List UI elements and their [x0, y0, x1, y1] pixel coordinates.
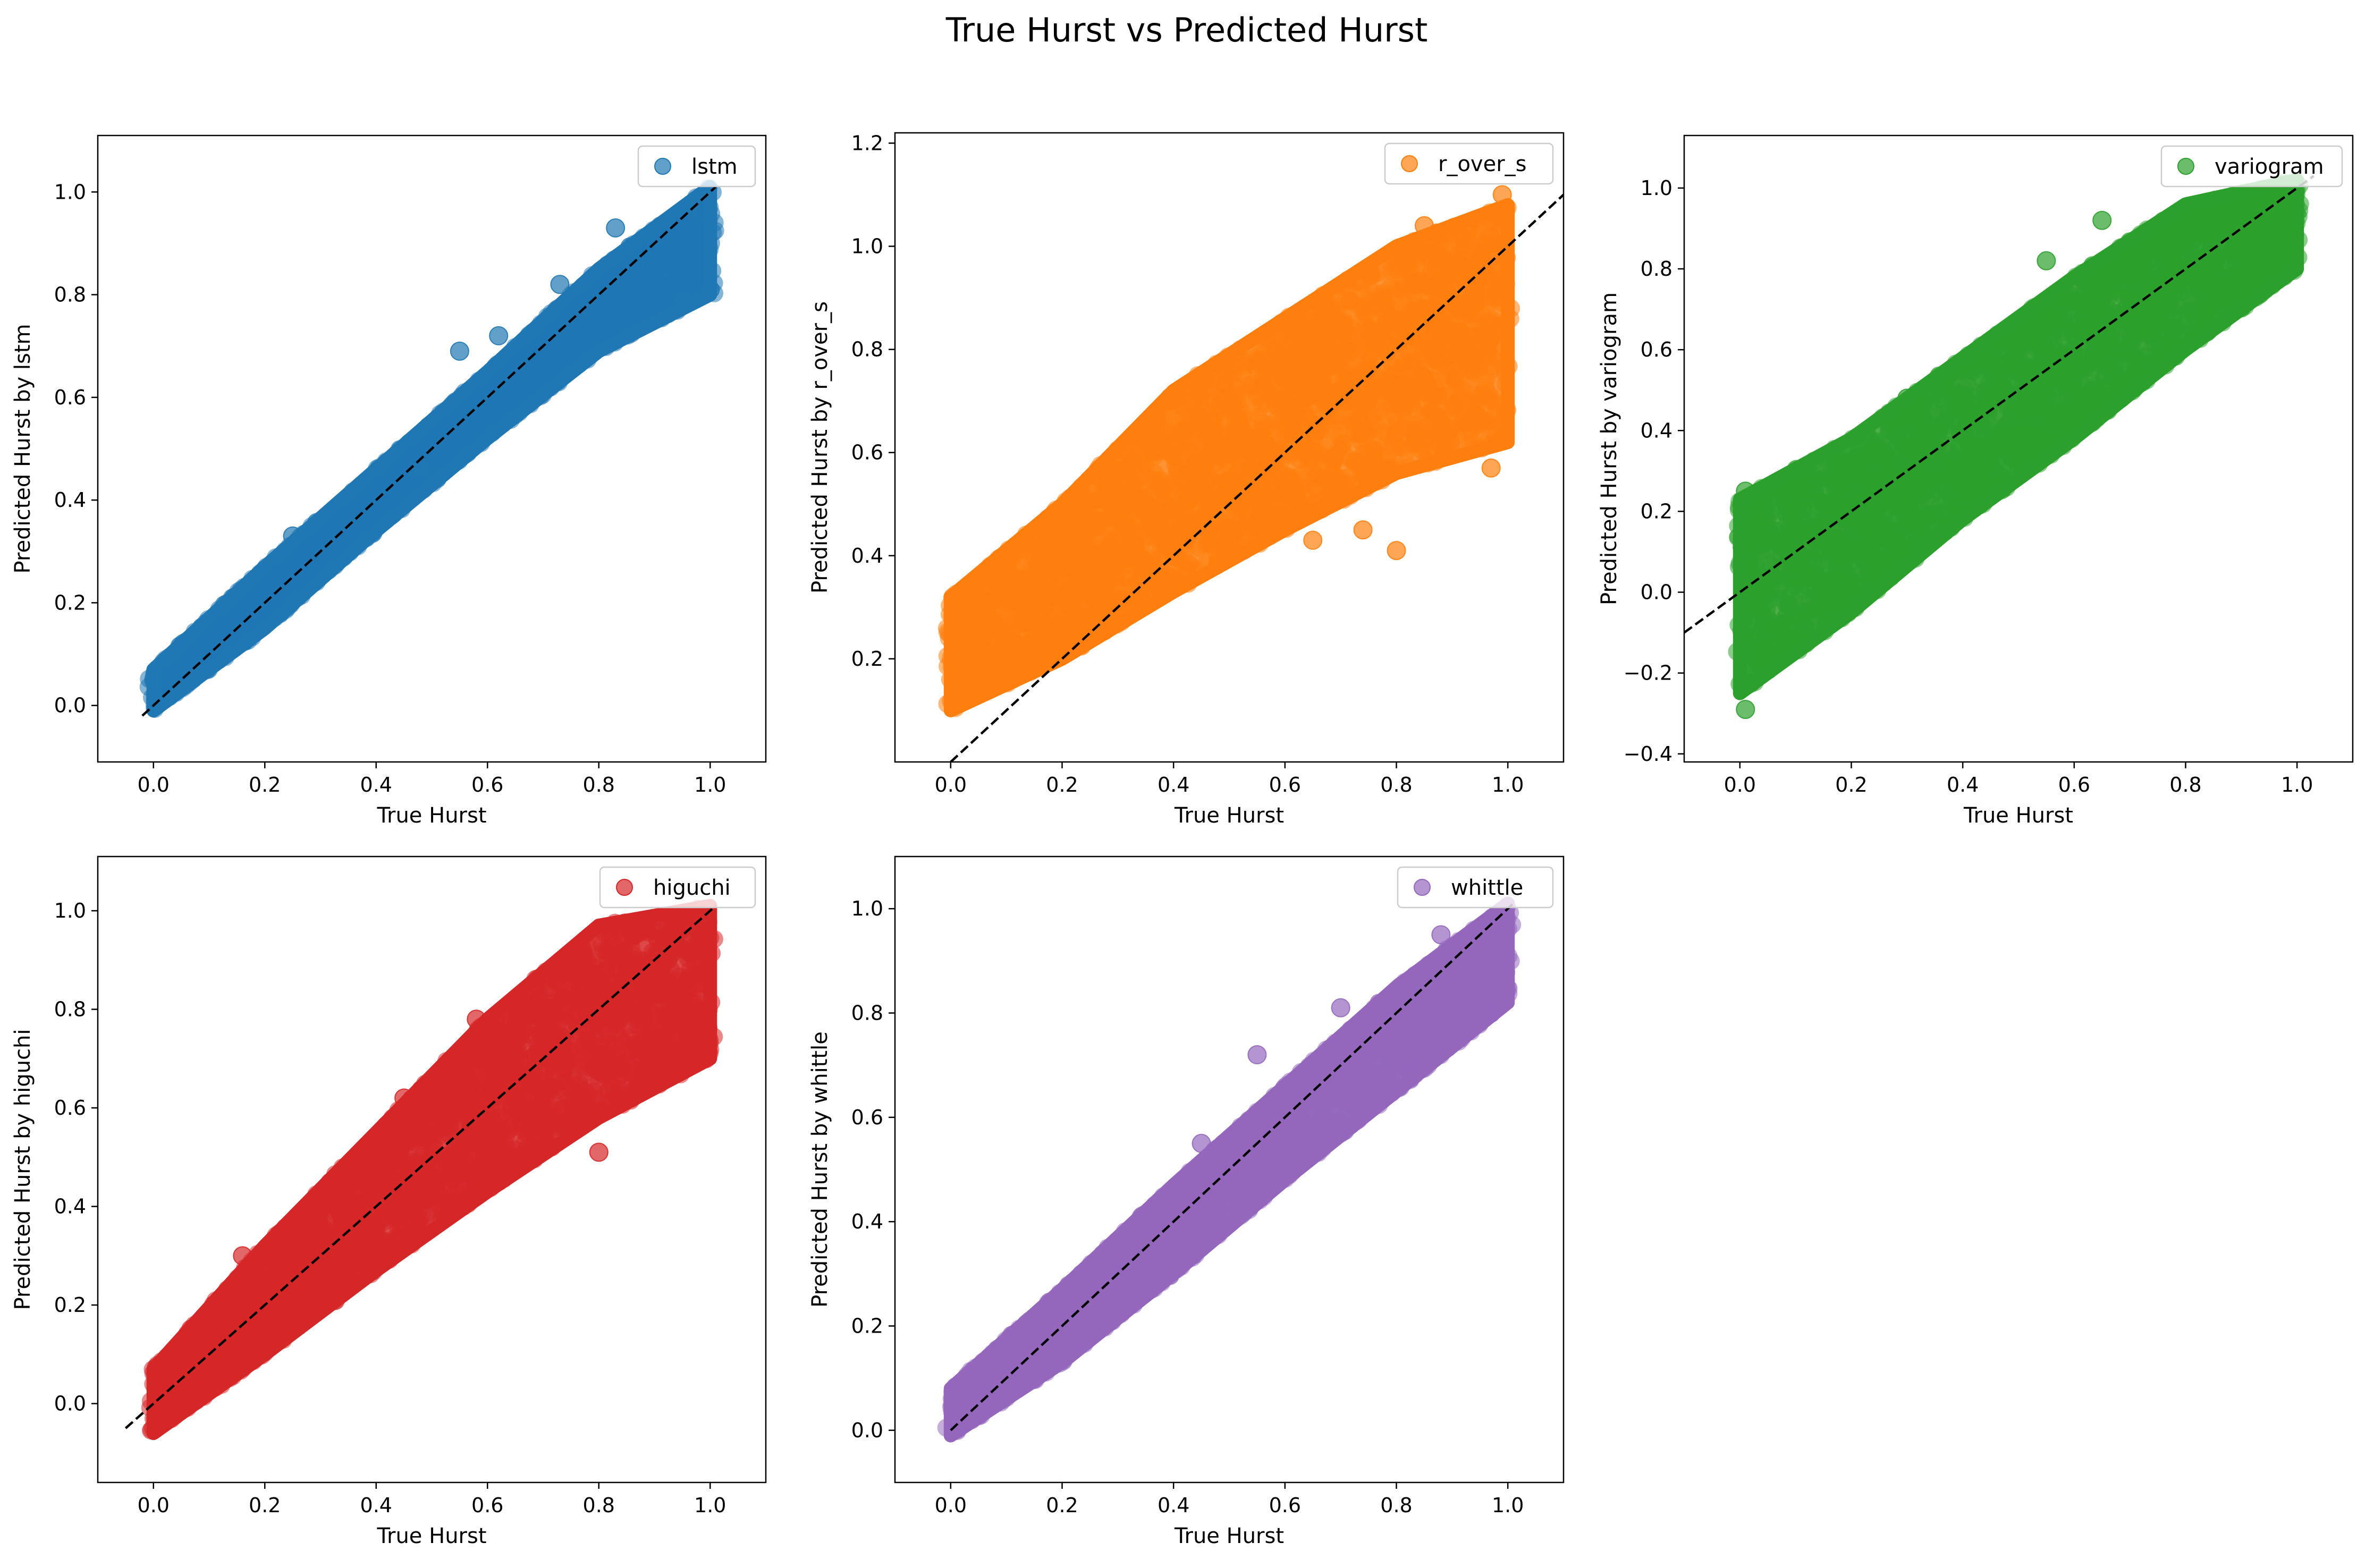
legend-box — [637, 145, 756, 188]
x-tick-label: 0.2 — [249, 773, 281, 796]
x-tick-label: 0.0 — [138, 773, 170, 796]
y-tick-label: 0.4 — [54, 488, 86, 512]
outlier-points-lstm — [283, 218, 720, 546]
x-tick-label: 1.0 — [694, 773, 726, 796]
outlier-point — [606, 218, 626, 238]
outlier-point — [489, 326, 509, 345]
y-tick-label: 0.0 — [54, 694, 86, 717]
x-tick-label: 0.6 — [471, 773, 503, 796]
outlier-point — [672, 290, 692, 310]
plot-area — [139, 179, 724, 718]
legend-marker — [654, 158, 671, 175]
axes-frame — [97, 134, 767, 763]
y-tick-label: 0.2 — [54, 591, 86, 614]
x-tick-label: 0.4 — [360, 773, 392, 796]
subplot-r_over_s: 0.0 0.2 0.4 0.6 0.8 1.00.20.40.60.81.01.2True… — [808, 131, 1565, 828]
reference-line — [141, 185, 717, 717]
subplot-lstm: 0.0 0.2 0.4 0.6 0.8 1.0 0.0 0.2 0.4 0.6 0.8 1.0 True… — [11, 134, 767, 828]
outlier-point — [411, 460, 430, 479]
outlier-point — [450, 341, 469, 361]
plot-area — [937, 185, 1564, 762]
x-axis-label: True Hurst — [376, 803, 486, 828]
legend-label: lstm — [691, 155, 738, 179]
outlier-point — [283, 526, 302, 546]
y-tick-label: 0.6 — [54, 386, 86, 409]
figure-title: True Hurst vs Predicted Hurst — [945, 11, 1428, 49]
subplot-grid: 0.0 0.2 0.4 0.6 0.8 1.0 0.0 0.2 0.4 0.6 0.8 1.0 True… — [11, 131, 2354, 1548]
legend-lstm: lstm — [637, 145, 756, 188]
x-tick-label: 0.8 — [583, 773, 615, 796]
y-tick-label: 1.0 — [54, 180, 86, 204]
outlier-point — [550, 275, 570, 294]
outlier-point — [700, 279, 720, 299]
y-tick-label: 0.8 — [54, 283, 86, 307]
y-axis-label: Predicted Hurst by lstm — [11, 324, 35, 574]
